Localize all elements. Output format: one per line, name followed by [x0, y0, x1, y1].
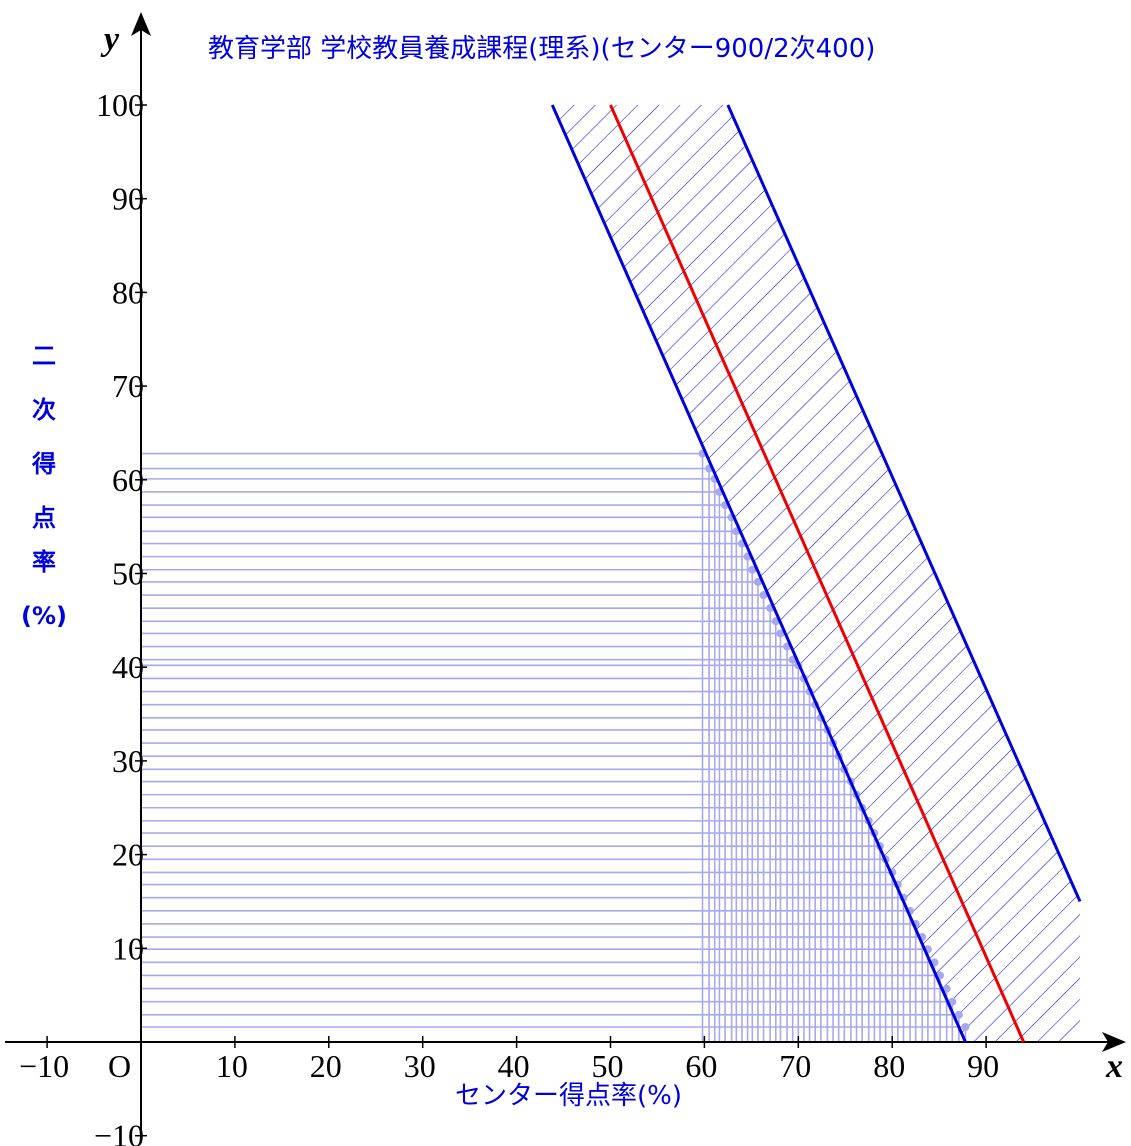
lower-bound-line	[550, 104, 967, 1043]
y-tick-label: 70	[112, 368, 144, 404]
applicant-point	[942, 984, 951, 993]
applicant-point	[753, 577, 762, 586]
boundary-lines	[550, 104, 1082, 1043]
x-tick-label: 40	[498, 1048, 530, 1084]
x-tick-label: 60	[685, 1048, 717, 1084]
y-tick-label: 80	[112, 274, 144, 310]
axes	[5, 12, 1126, 1142]
chart-title: 教育学部 学校教員養成課程(理系)(センター900/2次400)	[208, 34, 875, 64]
tick-labels: −10 10 20 30 40 50 60 70 80 90 −10 10 20 30 40 50 60 70 80…	[19, 87, 999, 1146]
x-tick-label: 10	[216, 1048, 248, 1084]
y-tick-label: 40	[112, 649, 144, 685]
y-tick-label: 10	[112, 930, 144, 966]
y-axis-label-char: 次	[32, 396, 56, 424]
x-axis-variable: x	[1105, 1048, 1123, 1085]
y-axis-arrow	[131, 12, 151, 36]
origin-label: O	[108, 1048, 131, 1084]
x-tick-label: 50	[592, 1048, 624, 1084]
y-axis-variable: y	[100, 21, 120, 58]
y-tick-label: 100	[96, 87, 144, 123]
x-axis-arrow	[1102, 1032, 1126, 1052]
x-tick-label: 20	[310, 1048, 342, 1084]
x-tick-label: 90	[967, 1048, 999, 1084]
x-tick-label: 70	[779, 1048, 811, 1084]
x-axis-label: センター得点率(%)	[455, 1081, 682, 1111]
upper-bound-line	[726, 104, 1082, 903]
y-tick-label: 30	[112, 743, 144, 779]
y-tick-label: 60	[112, 462, 144, 498]
applicant-point	[776, 629, 785, 638]
x-tick-label: 30	[404, 1048, 436, 1084]
y-axis-label-char: 率	[32, 548, 56, 576]
y-axis-label-char: 二	[32, 342, 56, 370]
y-tick-label: 90	[112, 181, 144, 217]
y-axis-label-char: 得	[31, 450, 56, 478]
applicant-point	[948, 997, 957, 1006]
y-tick-label: 20	[112, 837, 144, 873]
y-tick-label: 50	[112, 556, 144, 592]
x-tick-label: 80	[873, 1048, 905, 1084]
y-axis-label-char: 点	[32, 504, 56, 532]
y-tick-label: −10	[94, 1118, 144, 1146]
x-tick-label: −10	[19, 1048, 69, 1084]
applicant-point	[748, 565, 757, 574]
applicant-point	[961, 1023, 970, 1032]
applicant-point	[954, 1010, 963, 1019]
applicant-points	[141, 449, 970, 1042]
y-axis-label-char: (%)	[21, 602, 67, 630]
applicant-point	[759, 591, 768, 600]
center-line-line	[609, 104, 1026, 1043]
